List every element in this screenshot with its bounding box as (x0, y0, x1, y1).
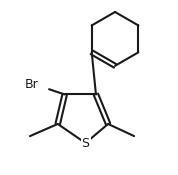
Text: Br: Br (25, 78, 39, 90)
Text: S: S (82, 136, 90, 150)
